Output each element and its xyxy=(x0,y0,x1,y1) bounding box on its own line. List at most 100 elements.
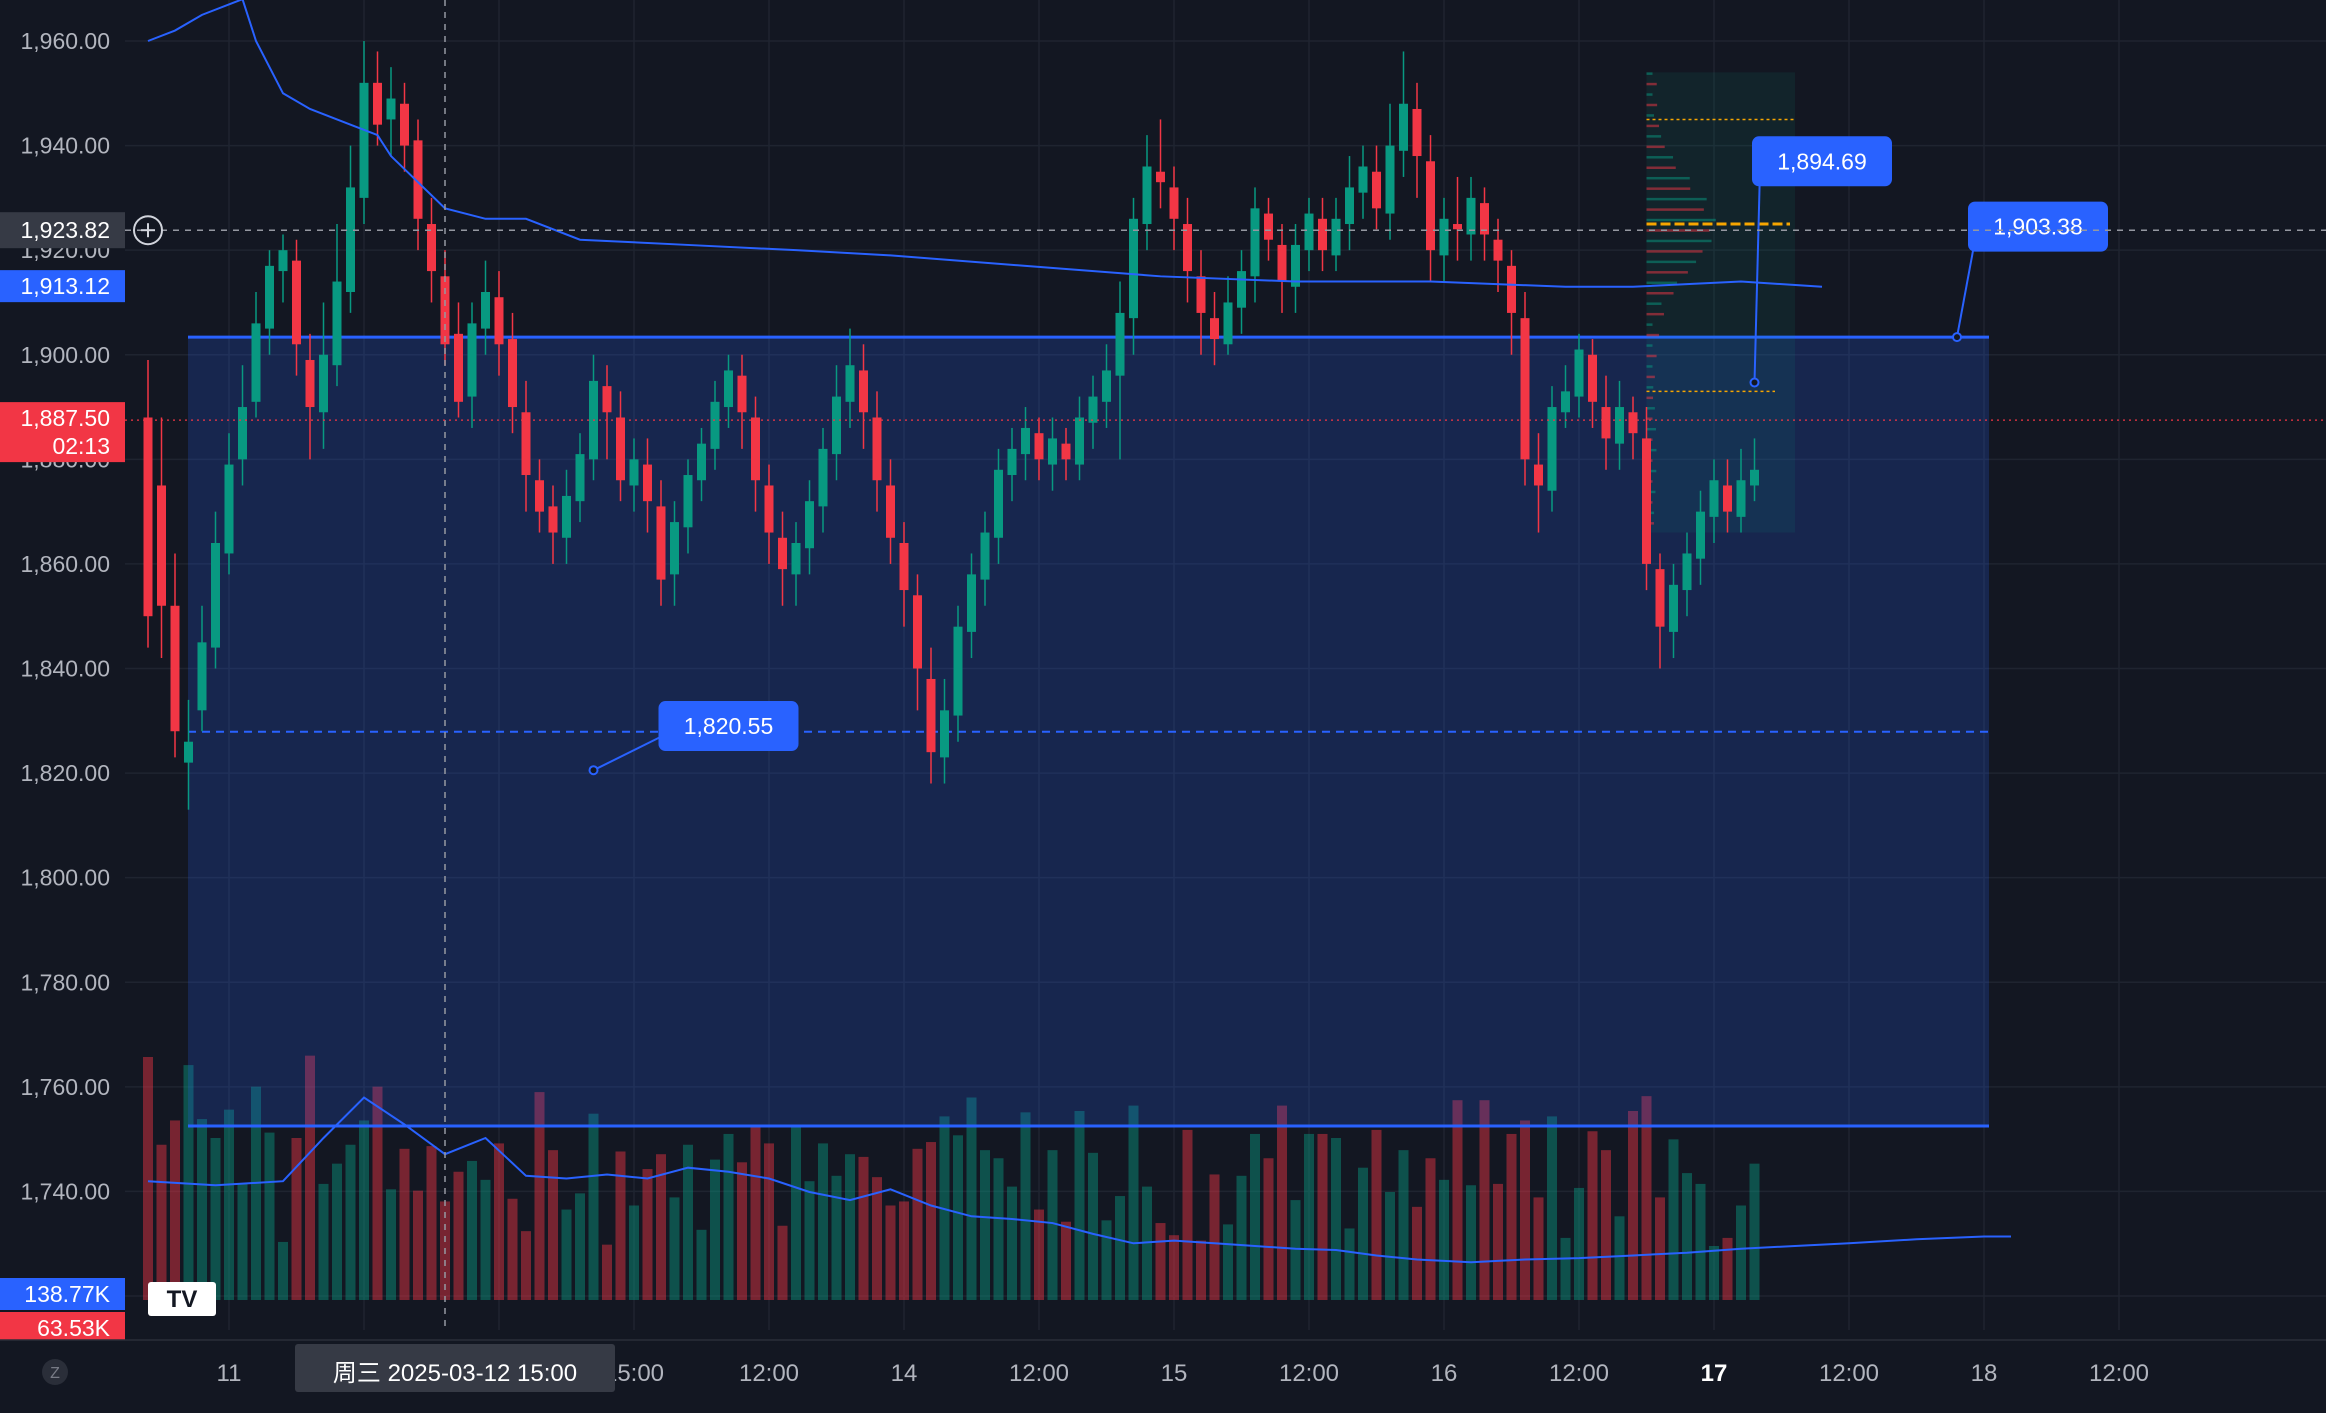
candle-body xyxy=(913,595,922,669)
volume-bar xyxy=(143,1057,153,1300)
x-tick-label-9: 16 xyxy=(1431,1360,1458,1387)
volume-bar xyxy=(1655,1197,1665,1300)
candle-body xyxy=(764,485,774,533)
volume-bar xyxy=(1385,1192,1395,1300)
volume-profile-bin xyxy=(1646,82,1657,86)
volume-profile-bin xyxy=(1646,187,1691,190)
candle-body xyxy=(278,250,288,272)
volume-bar xyxy=(1506,1133,1517,1300)
volume-bar xyxy=(183,1065,194,1300)
y-tick-label-0: 1,960.00 xyxy=(20,28,110,54)
candle-body xyxy=(1007,448,1017,476)
annotation-box-0[interactable] xyxy=(658,701,799,752)
candle-body xyxy=(1169,187,1179,219)
volume-bar xyxy=(750,1125,761,1300)
volume-profile-bin xyxy=(1646,103,1658,107)
candle-body xyxy=(197,642,207,711)
annotation-anchor-2[interactable] xyxy=(1952,332,1962,343)
candle-body xyxy=(1102,370,1111,402)
candle-body xyxy=(143,417,153,617)
candle-body xyxy=(805,501,814,549)
volume-bar xyxy=(1547,1116,1557,1300)
candle-body xyxy=(1588,354,1597,402)
volume-profile-bin xyxy=(1646,208,1704,211)
volume-bar xyxy=(1736,1205,1746,1300)
candle-body xyxy=(737,375,747,413)
volume-profile-bin xyxy=(1646,239,1712,243)
volume-bar xyxy=(1223,1224,1233,1300)
candle-body xyxy=(548,506,558,533)
candle-body xyxy=(1142,166,1152,225)
volume-bar xyxy=(210,1138,221,1300)
volume-profile-bin xyxy=(1646,396,1654,400)
candle-body xyxy=(1520,318,1530,460)
add-alert-icon[interactable] xyxy=(133,215,163,246)
volume-bars xyxy=(143,1055,1760,1300)
candle-body xyxy=(1493,239,1503,261)
candle-body xyxy=(832,396,841,455)
candle-body xyxy=(1237,271,1246,308)
candle-body xyxy=(157,485,166,606)
x-tick-label-10: 12:00 xyxy=(1549,1360,1609,1387)
volume-bar xyxy=(291,1138,302,1300)
candle-body xyxy=(224,464,234,554)
volume-bar xyxy=(1695,1183,1706,1300)
volume-bar xyxy=(1425,1158,1436,1300)
annotation-box-2[interactable] xyxy=(1968,201,2108,252)
volume-profile-bin xyxy=(1646,386,1654,389)
annotation-anchor-0[interactable] xyxy=(588,765,599,776)
candle-body xyxy=(346,187,355,292)
price-annotations[interactable]: 1,820.55 1,894.69 1,903.38 xyxy=(588,136,2109,776)
candle-body xyxy=(940,710,949,758)
annotation-leader-2 xyxy=(1956,234,1977,338)
candle-body xyxy=(1723,485,1732,512)
y-tick-label-3: 1,900.00 xyxy=(20,342,110,368)
volume-bar xyxy=(534,1092,545,1300)
volume-bar xyxy=(1169,1235,1179,1300)
volume-bar xyxy=(1344,1228,1355,1300)
candle-body xyxy=(427,224,436,272)
candle-body xyxy=(575,454,585,502)
candle-body xyxy=(1412,108,1422,157)
volume-bar xyxy=(1290,1200,1301,1300)
candle-body xyxy=(1574,349,1584,397)
candle-body xyxy=(1480,203,1489,235)
volume-bar xyxy=(629,1205,639,1300)
candle-body xyxy=(1426,161,1435,251)
volume-bar xyxy=(1520,1120,1530,1300)
volume-ma-line xyxy=(147,1096,2011,1264)
volume-bar xyxy=(1182,1129,1193,1300)
candle-body xyxy=(778,537,787,570)
volume-bar xyxy=(548,1150,558,1300)
candle-body xyxy=(1304,213,1314,251)
annotation-box-1[interactable] xyxy=(1752,136,1892,187)
x-tick-label-4: 12:00 xyxy=(739,1360,799,1387)
price-axis[interactable]: 1,960.001,940.001,920.001,900.001,880.00… xyxy=(0,0,163,1344)
zoom-button[interactable]: Z xyxy=(42,1359,68,1385)
x-tick-label-5: 14 xyxy=(891,1360,918,1387)
annotation-anchor-1[interactable] xyxy=(1749,377,1760,388)
volume-bar xyxy=(723,1133,734,1300)
candle-body xyxy=(1061,443,1071,460)
volume-bar xyxy=(1709,1246,1719,1300)
volume-profile-bin xyxy=(1646,302,1662,305)
time-axis[interactable]: 1112:001215:0012:001412:001512:001612:00… xyxy=(0,1339,2326,1408)
candle-body xyxy=(508,339,517,408)
moving-average-path xyxy=(147,0,1823,288)
volume-profile-bin xyxy=(1646,135,1662,138)
volume-profile-bin xyxy=(1646,333,1660,337)
crosshair-price-tag xyxy=(0,212,125,249)
candle-body xyxy=(1291,244,1300,287)
volume-bar xyxy=(912,1148,923,1300)
volume-profile-bin xyxy=(1646,365,1653,368)
volume-bar xyxy=(885,1205,896,1300)
range-box[interactable] xyxy=(188,335,1989,1128)
x-tick-label-14: 12:00 xyxy=(2089,1360,2149,1387)
volume-bar xyxy=(318,1183,329,1300)
candle-body xyxy=(1223,302,1233,345)
logo-text: TV xyxy=(167,1286,198,1313)
volume-bar xyxy=(696,1229,707,1300)
candle-body xyxy=(1453,224,1462,230)
volume-bar xyxy=(1331,1138,1341,1300)
